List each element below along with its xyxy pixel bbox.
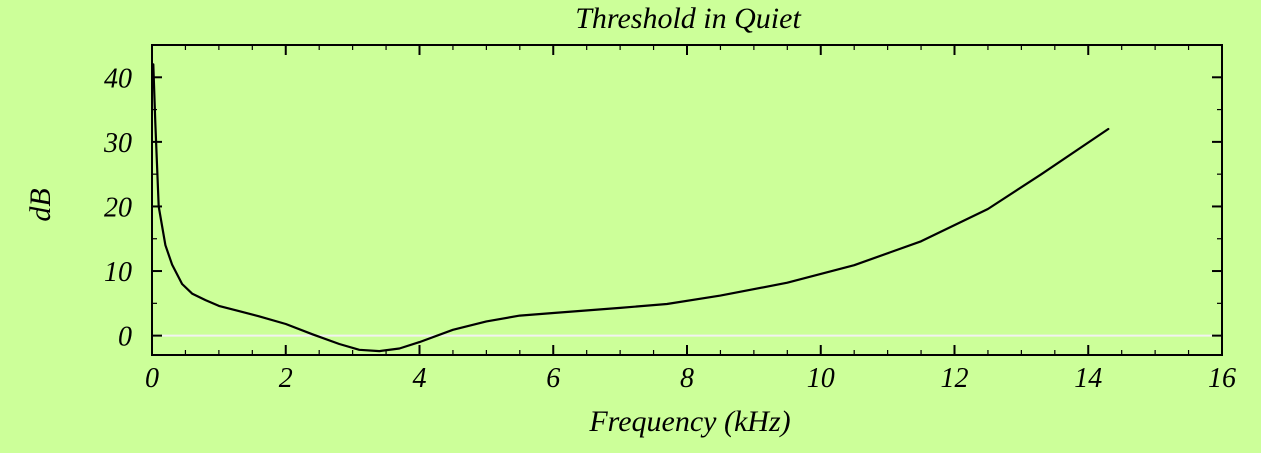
y-tick-label: 0	[118, 322, 132, 353]
y-tick-label: 20	[104, 192, 132, 223]
y-tick-label: 10	[104, 257, 132, 288]
x-axis-title: Frequency (kHz)	[588, 405, 790, 438]
x-tick-label: 10	[807, 363, 835, 394]
x-tick-label: 12	[941, 363, 969, 394]
plot-frame	[151, 44, 1223, 356]
y-tick-label: 30	[103, 128, 132, 159]
threshold-curve	[152, 63, 1110, 353]
x-tick-label: 2	[279, 363, 293, 394]
y-tick-label: 40	[104, 63, 132, 94]
x-tick-label: 16	[1208, 363, 1236, 394]
plot-area: 0 2 4 6 8 10 12 14 16 0 10 20 30 40	[103, 44, 1236, 394]
x-tick-label: 14	[1074, 363, 1102, 394]
chart-title: Threshold in Quiet	[575, 2, 801, 35]
x-tick-label: 8	[680, 363, 694, 394]
x-tick-label: 4	[413, 363, 427, 394]
y-axis-title: dB	[24, 188, 57, 221]
x-tick-label: 0	[145, 363, 159, 394]
x-tick-label: 6	[546, 363, 560, 394]
